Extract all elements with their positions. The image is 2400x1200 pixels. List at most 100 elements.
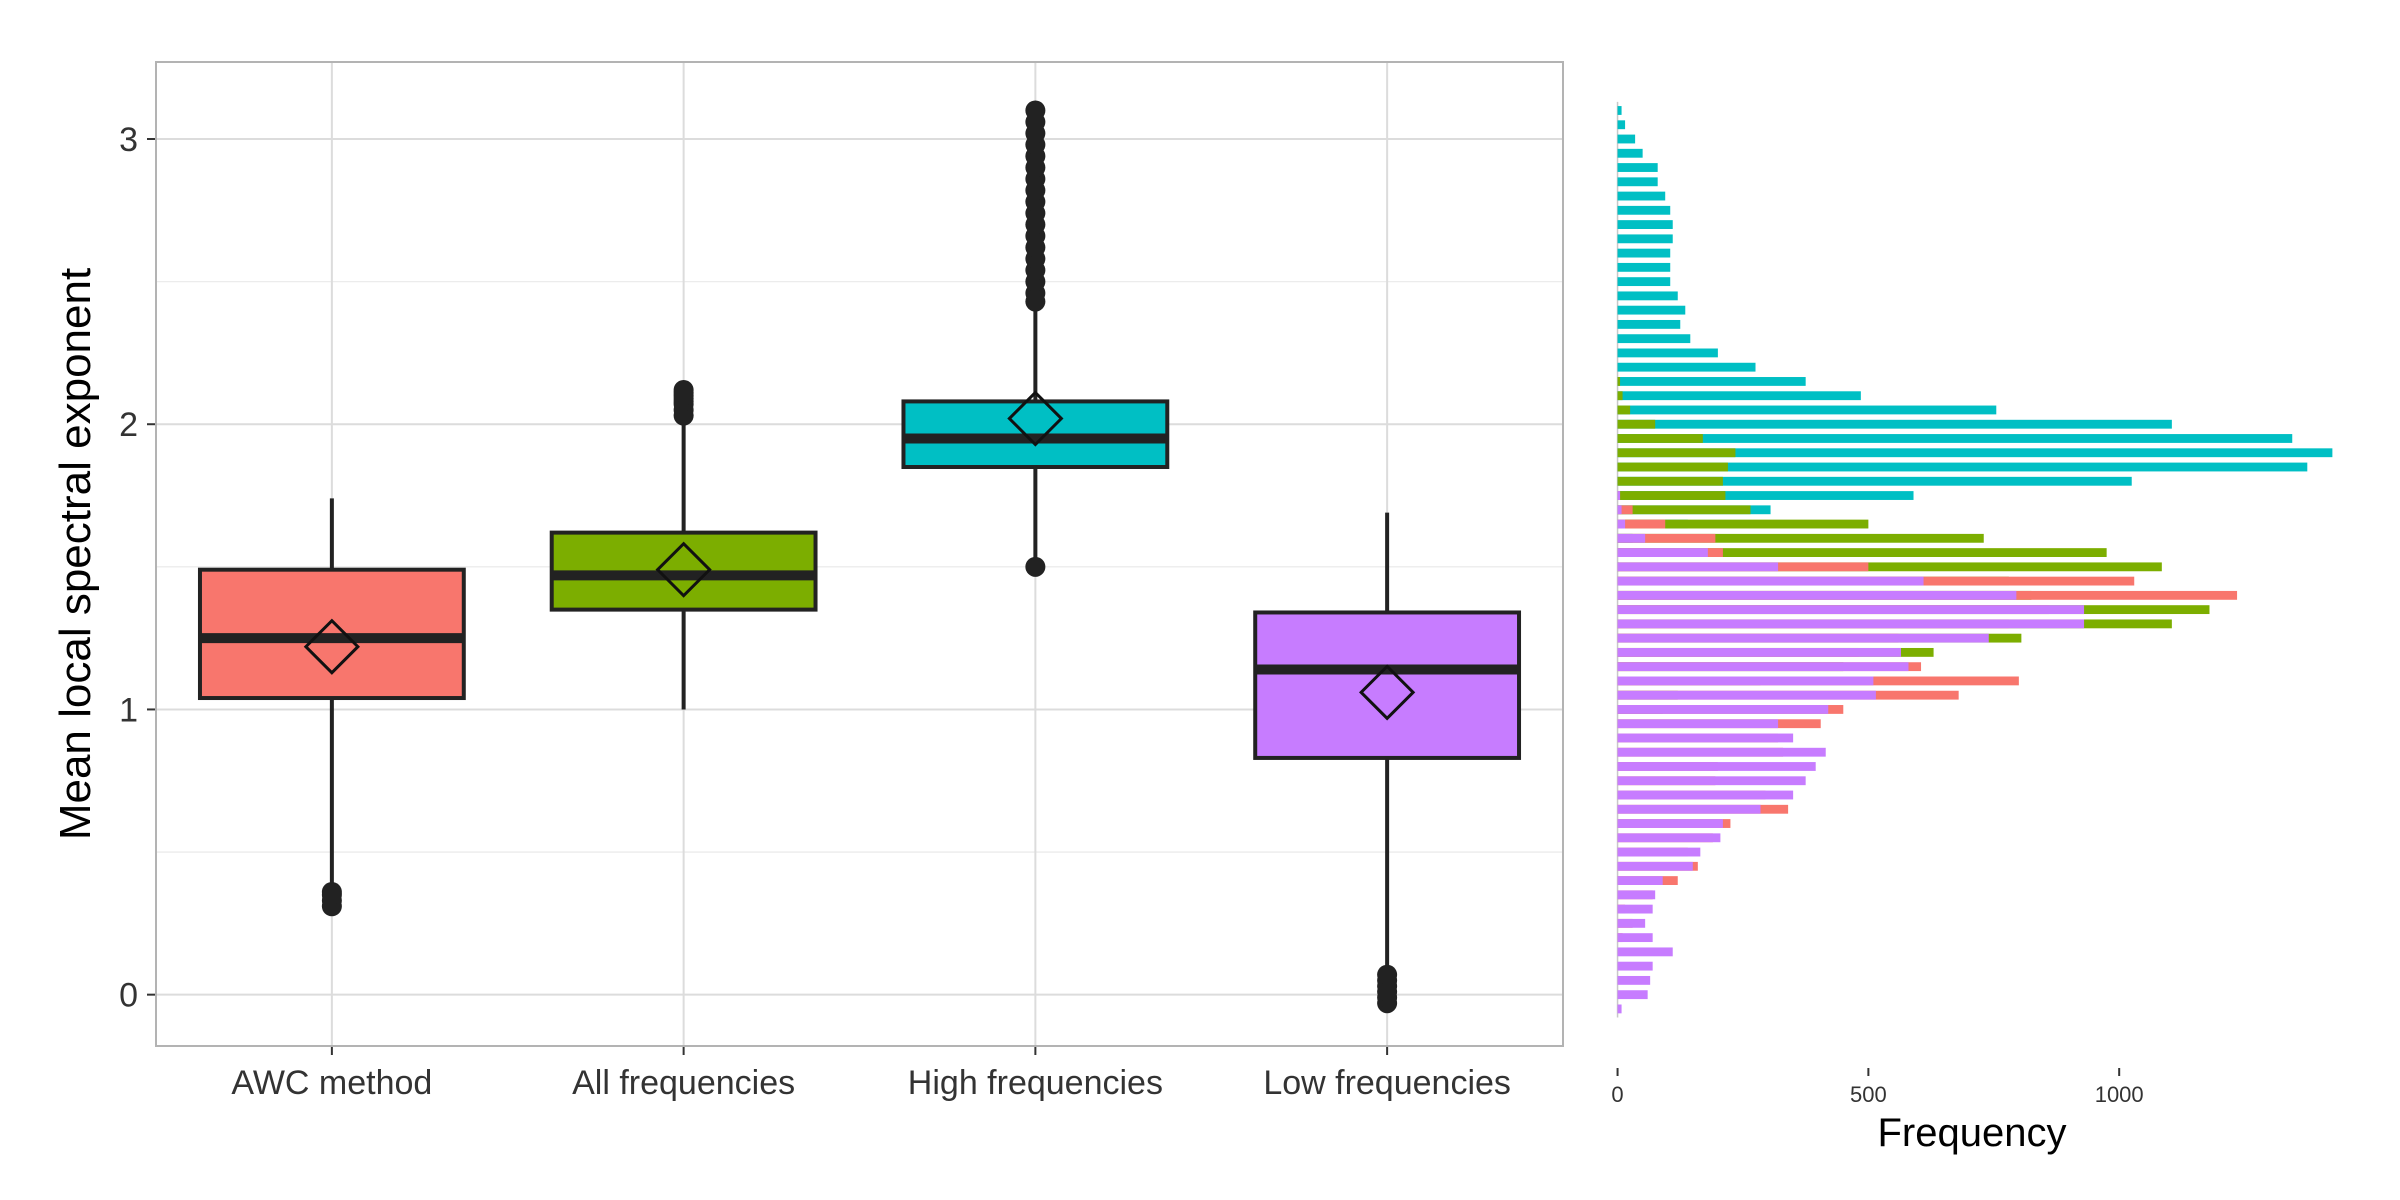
plot-background (156, 62, 1563, 1046)
boxplot-panel: 0 1 2 3 AWC method All frequencies High freque… (51, 61, 1564, 1102)
histogram-bar (1617, 947, 1673, 957)
histogram-bar (1617, 790, 1794, 800)
histogram-bar (1617, 191, 1666, 201)
histogram-bar (1617, 291, 1678, 301)
box-all-frequencies (549, 380, 818, 710)
histogram-bar (1617, 576, 1924, 586)
histogram-bar (1617, 491, 1726, 500)
histogram-bar (1617, 819, 1723, 828)
histogram-bar (1617, 890, 1656, 900)
histogram-bar (1617, 391, 1861, 401)
histogram-bar (1617, 220, 1673, 229)
histogram-bar (1617, 733, 1794, 743)
histogram-bar (1617, 619, 2085, 629)
histogram-bar (1617, 305, 1686, 315)
histogram-bar (1617, 719, 1779, 729)
y-tick-label: 3 (119, 121, 138, 159)
x-tick-label: All frequencies (572, 1064, 795, 1102)
mean-marker (1007, 390, 1064, 447)
histogram-bar (1617, 519, 1626, 529)
histogram-bar (1617, 405, 1997, 415)
histogram-bar (1617, 533, 1984, 543)
y-tick-label: 0 (119, 977, 138, 1015)
histogram-series-0 (1617, 106, 2333, 572)
histogram-bar (1617, 562, 1779, 572)
y-tick-label: 1 (119, 691, 138, 729)
x-tick-label: Low frequencies (1263, 1064, 1511, 1102)
histogram-bar (1617, 106, 1622, 115)
histogram-bar (1617, 377, 1621, 386)
histogram-bar (1617, 419, 1656, 429)
histogram-bar (1617, 705, 1829, 714)
histogram-bar (1617, 362, 1756, 372)
box-body (1253, 610, 1522, 760)
histogram-bar (1617, 533, 1716, 543)
mean-marker (303, 618, 360, 675)
histogram-bar (1617, 762, 1816, 771)
histogram-bar (1617, 804, 1761, 814)
histogram-bar (1617, 476, 1723, 486)
histogram-bar (1617, 533, 1646, 543)
histogram-bar (1617, 747, 1826, 757)
histogram-bar (1617, 933, 1653, 943)
histogram-bar (1617, 419, 2172, 429)
histogram-bar (1617, 833, 1721, 843)
histogram-bar (1617, 491, 1914, 500)
histogram-bar (1617, 975, 1651, 985)
histogram-bar (1617, 462, 1728, 472)
histogram-bar (1617, 662, 1909, 672)
histogram-bar (1617, 120, 1626, 130)
histogram-bar (1617, 961, 1653, 971)
histogram-bar (1617, 847, 1701, 857)
histogram-bar (1617, 505, 1622, 515)
histogram-bar (1617, 562, 2162, 572)
histogram-bar (1617, 148, 1643, 158)
histogram-bar (1617, 262, 1671, 272)
histogram-series-2 (1617, 491, 2238, 943)
histogram-bar (1617, 676, 1874, 686)
histogram-bar (1617, 690, 1876, 700)
histogram-bar (1617, 248, 1671, 258)
histogram-bar (1617, 377, 1806, 386)
histogram-bar (1617, 776, 1806, 786)
outlier-point (1025, 556, 1046, 577)
histogram-bar (1617, 548, 2107, 557)
histogram-bar (1617, 391, 1623, 401)
histogram-bar (1617, 519, 1869, 529)
hist-x-tick-label: 500 (1850, 1082, 1887, 1107)
histogram-bar (1617, 633, 1989, 643)
histogram-bar (1617, 462, 2308, 472)
histogram-bar (1617, 434, 1703, 443)
outlier-point (321, 881, 342, 902)
histogram-bar (1617, 205, 1671, 215)
histogram-bar (1617, 491, 1621, 500)
histogram-bar (1617, 876, 1663, 885)
histogram-bar (1617, 405, 1631, 415)
histogram-bar (1617, 647, 1901, 657)
histogram-bar (1617, 448, 2333, 458)
histogram-bar (1617, 277, 1671, 287)
histogram-panel: 0 500 1000 Frequency (1611, 101, 2333, 1155)
y-axis-title: Mean local spectral exponent (51, 268, 100, 840)
histogram-bar (1617, 476, 2132, 486)
histogram-bar (1617, 548, 1708, 557)
histogram-bar (1617, 334, 1691, 344)
outlier-point (1025, 100, 1046, 121)
mean-marker (655, 541, 712, 598)
histogram-bar (1617, 861, 1693, 871)
histogram-bar (1617, 163, 1658, 172)
plot-border (155, 61, 1564, 1047)
histogram-bar (1617, 590, 2017, 600)
box-awc-method (197, 498, 466, 917)
outlier-point (673, 380, 694, 400)
outlier-point (1377, 964, 1398, 985)
histogram-bar (1617, 177, 1658, 187)
histogram-bar (1617, 134, 1636, 144)
histogram-bar (1617, 1004, 1622, 1014)
histogram-bar (1617, 904, 1653, 914)
histogram-bar (1617, 234, 1673, 244)
histogram-bar (1617, 605, 2085, 615)
mean-marker (1359, 664, 1416, 721)
y-tick-label: 2 (119, 406, 138, 444)
